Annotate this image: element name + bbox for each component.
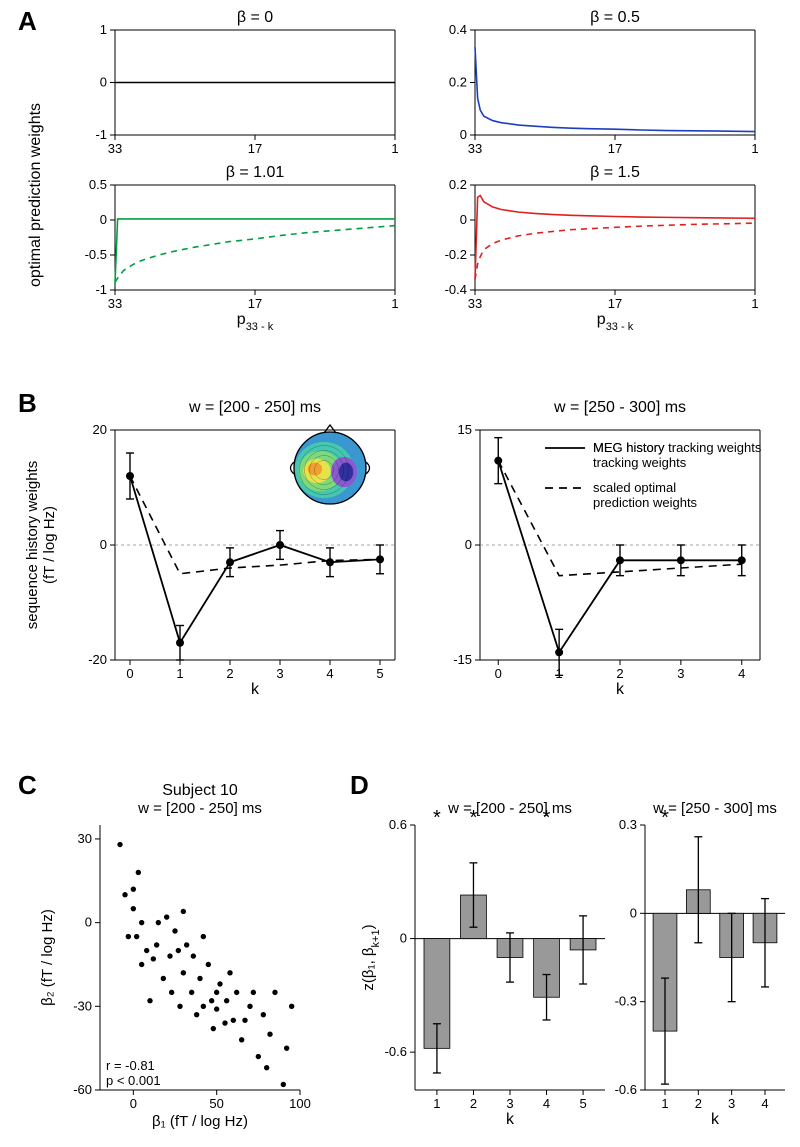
svg-text:-0.6: -0.6 bbox=[615, 1082, 637, 1097]
svg-text:0: 0 bbox=[100, 212, 107, 227]
svg-text:2: 2 bbox=[470, 1096, 477, 1111]
svg-text:0.2: 0.2 bbox=[449, 75, 467, 90]
svg-text:17: 17 bbox=[248, 141, 262, 156]
svg-text:1: 1 bbox=[661, 1096, 668, 1111]
svg-text:p33 - k: p33 - k bbox=[237, 311, 274, 333]
svg-text:*: * bbox=[543, 807, 551, 829]
svg-text:-0.5: -0.5 bbox=[85, 247, 107, 262]
svg-text:*: * bbox=[470, 807, 478, 829]
svg-text:5: 5 bbox=[579, 1096, 586, 1111]
svg-text:1: 1 bbox=[751, 296, 758, 311]
svg-text:0.3: 0.3 bbox=[619, 817, 637, 832]
svg-text:w = [250 - 300] ms: w = [250 - 300] ms bbox=[553, 399, 686, 416]
svg-text:-30: -30 bbox=[73, 998, 92, 1013]
svg-text:-1: -1 bbox=[95, 127, 107, 142]
svg-text:0: 0 bbox=[460, 212, 467, 227]
svg-text:0: 0 bbox=[465, 537, 472, 552]
svg-text:Subject 10: Subject 10 bbox=[162, 782, 238, 799]
svg-text:sequence history weights(fT /: sequence history weights(fT / log Hz) bbox=[24, 461, 58, 629]
svg-text:2: 2 bbox=[695, 1096, 702, 1111]
svg-text:4: 4 bbox=[738, 666, 745, 681]
svg-text:4: 4 bbox=[761, 1096, 768, 1111]
svg-text:-0.4: -0.4 bbox=[445, 282, 467, 297]
svg-text:-1: -1 bbox=[95, 282, 107, 297]
svg-text:0.2: 0.2 bbox=[449, 177, 467, 192]
svg-text:0: 0 bbox=[400, 931, 407, 946]
svg-text:4: 4 bbox=[326, 666, 333, 681]
svg-text:1: 1 bbox=[391, 296, 398, 311]
svg-text:2: 2 bbox=[226, 666, 233, 681]
svg-text:-20: -20 bbox=[88, 652, 107, 667]
svg-text:z(β₁, βk+1): z(β₁, βk+1) bbox=[360, 924, 382, 990]
svg-text:0: 0 bbox=[130, 1096, 137, 1111]
svg-text:r = -0.81: r = -0.81 bbox=[106, 1058, 155, 1073]
svg-text:β₂ (fT / log Hz): β₂ (fT / log Hz) bbox=[39, 909, 56, 1006]
svg-text:k: k bbox=[251, 681, 260, 698]
svg-text:w = [200 - 250] ms: w = [200 - 250] ms bbox=[188, 399, 321, 416]
svg-text:3: 3 bbox=[677, 666, 684, 681]
svg-text:0: 0 bbox=[460, 127, 467, 142]
svg-text:30: 30 bbox=[78, 831, 92, 846]
svg-text:1: 1 bbox=[391, 141, 398, 156]
svg-text:1: 1 bbox=[176, 666, 183, 681]
svg-text:-0.3: -0.3 bbox=[615, 994, 637, 1009]
svg-text:33: 33 bbox=[108, 296, 122, 311]
svg-text:17: 17 bbox=[608, 296, 622, 311]
svg-text:2: 2 bbox=[616, 666, 623, 681]
svg-text:17: 17 bbox=[608, 141, 622, 156]
svg-text:β = 0.5: β = 0.5 bbox=[590, 9, 640, 26]
svg-text:k: k bbox=[711, 1111, 720, 1128]
svg-text:p < 0.001: p < 0.001 bbox=[106, 1073, 161, 1088]
svg-text:*: * bbox=[433, 807, 441, 829]
svg-text:1: 1 bbox=[100, 22, 107, 37]
svg-text:33: 33 bbox=[468, 141, 482, 156]
svg-text:1: 1 bbox=[751, 141, 758, 156]
svg-text:tracking weights: tracking weights bbox=[593, 455, 687, 470]
svg-text:-0.2: -0.2 bbox=[445, 247, 467, 262]
svg-text:5: 5 bbox=[376, 666, 383, 681]
svg-text:w = [250 - 300] ms: w = [250 - 300] ms bbox=[652, 800, 777, 817]
svg-text:k: k bbox=[506, 1111, 515, 1128]
svg-text:0.4: 0.4 bbox=[449, 22, 467, 37]
svg-text:15: 15 bbox=[458, 422, 472, 437]
svg-text:0: 0 bbox=[126, 666, 133, 681]
svg-text:β₁ (fT / log Hz): β₁ (fT / log Hz) bbox=[152, 1113, 248, 1130]
svg-text:-0.6: -0.6 bbox=[385, 1044, 407, 1059]
svg-text:0.5: 0.5 bbox=[89, 177, 107, 192]
svg-text:33: 33 bbox=[468, 296, 482, 311]
figure-svg: optimal prediction weights33171-101β = 0… bbox=[0, 0, 800, 1147]
svg-text:17: 17 bbox=[248, 296, 262, 311]
svg-text:0: 0 bbox=[100, 537, 107, 552]
svg-text:w = [200 - 250] ms: w = [200 - 250] ms bbox=[447, 800, 572, 817]
svg-text:MEG history: MEG history bbox=[593, 440, 665, 455]
svg-text:0: 0 bbox=[100, 75, 107, 90]
svg-text:3: 3 bbox=[276, 666, 283, 681]
svg-text:optimal prediction weights: optimal prediction weights bbox=[27, 103, 44, 287]
svg-text:20: 20 bbox=[93, 422, 107, 437]
svg-text:β = 1.01: β = 1.01 bbox=[226, 164, 285, 181]
svg-text:4: 4 bbox=[543, 1096, 550, 1111]
svg-text:0: 0 bbox=[85, 915, 92, 930]
svg-text:0: 0 bbox=[495, 666, 502, 681]
svg-text:-60: -60 bbox=[73, 1082, 92, 1097]
svg-text:p33 - k: p33 - k bbox=[597, 311, 634, 333]
figure-root: A B C D optimal prediction weights33171-… bbox=[0, 0, 800, 1147]
svg-text:β = 1.5: β = 1.5 bbox=[590, 164, 640, 181]
svg-text:scaled optimal: scaled optimal bbox=[593, 480, 676, 495]
svg-text:3: 3 bbox=[506, 1096, 513, 1111]
svg-text:33: 33 bbox=[108, 141, 122, 156]
svg-text:-15: -15 bbox=[453, 652, 472, 667]
svg-text:0: 0 bbox=[630, 905, 637, 920]
svg-text:0.6: 0.6 bbox=[389, 817, 407, 832]
svg-text:w = [200 - 250] ms: w = [200 - 250] ms bbox=[137, 800, 262, 817]
svg-text:1: 1 bbox=[433, 1096, 440, 1111]
svg-text:prediction weights: prediction weights bbox=[593, 495, 698, 510]
svg-text:100: 100 bbox=[289, 1096, 311, 1111]
svg-text:50: 50 bbox=[209, 1096, 223, 1111]
svg-text:β = 0: β = 0 bbox=[237, 9, 273, 26]
svg-text:*: * bbox=[661, 807, 669, 829]
svg-text:3: 3 bbox=[728, 1096, 735, 1111]
svg-text:k: k bbox=[616, 681, 625, 698]
